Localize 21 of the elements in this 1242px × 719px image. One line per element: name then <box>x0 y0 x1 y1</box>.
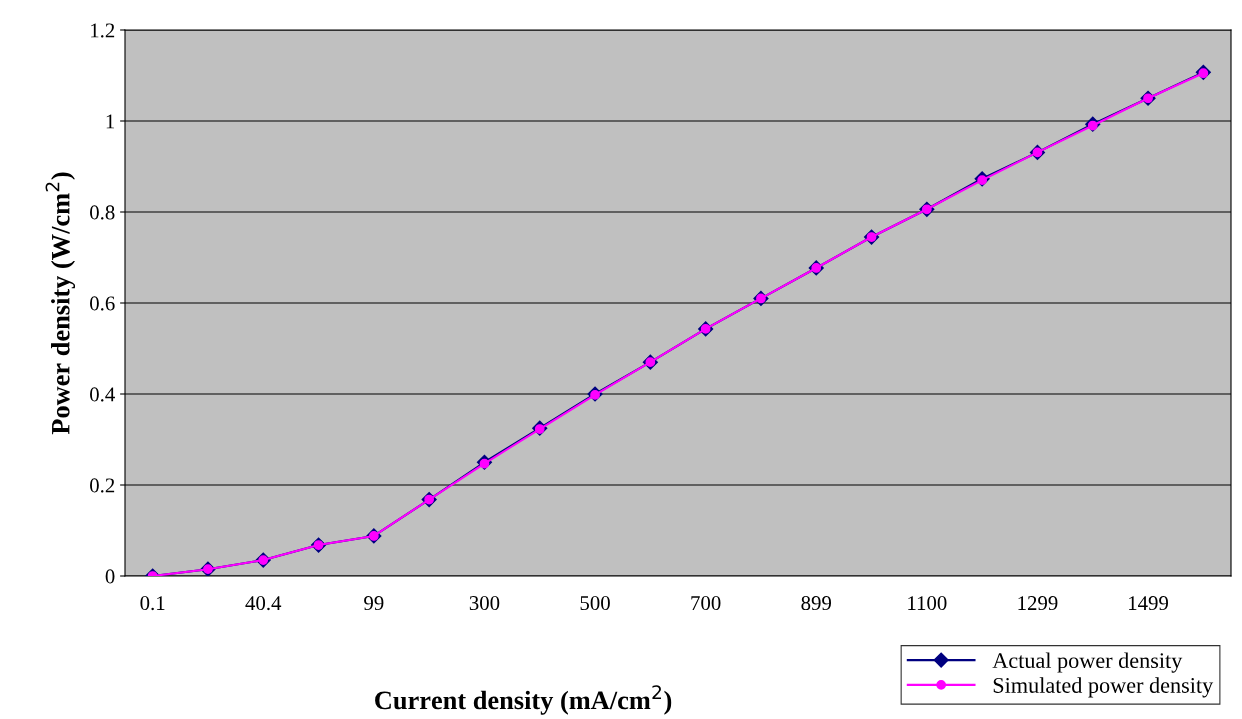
x-tick-label: 1100 <box>908 596 947 611</box>
x-tick-label: 1499 <box>1129 596 1169 611</box>
y-tick-label: 1.2 <box>91 23 115 38</box>
x-tick-label: 40.4 <box>245 596 282 611</box>
y-axis-title: Power density (W/cm$^{2}$) <box>45 172 76 435</box>
x-tick-label: 0.1 <box>140 596 165 611</box>
y-tick-label: 1 <box>106 114 115 129</box>
y-tick-label: 0 <box>105 569 115 584</box>
x-tick-label: 1299 <box>1018 596 1058 611</box>
x-axis-title: Current density (mA/cm$^{2}$) <box>375 685 672 715</box>
legend-label: Actual power density <box>992 652 1183 673</box>
y-tick-label: 0.2 <box>90 478 115 493</box>
x-tick-label: 300 <box>469 596 500 611</box>
y-tick-label: 0.4 <box>90 387 115 402</box>
legend-label: Simulated power density <box>993 677 1214 698</box>
x-tick-label: 99 <box>364 596 384 611</box>
x-tick-label: 700 <box>691 596 721 611</box>
x-tick-label: 899 <box>801 596 832 611</box>
y-tick-label: 0.8 <box>90 205 115 220</box>
x-tick-label: 500 <box>580 596 610 611</box>
y-tick-label: 0.6 <box>90 296 115 311</box>
